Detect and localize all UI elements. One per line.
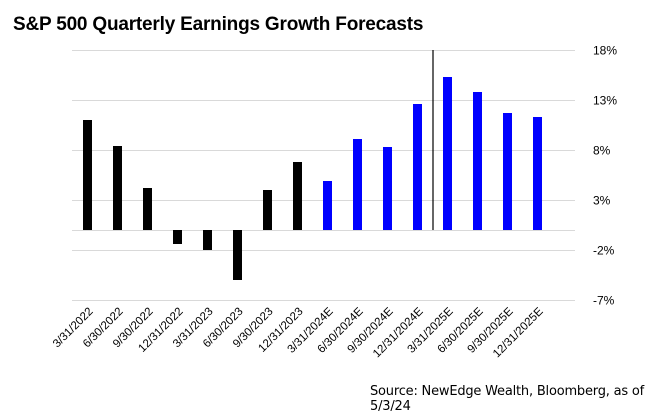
y-tick-label: -2% — [593, 244, 615, 258]
bar-9-30-2025E — [503, 113, 512, 230]
x-axis-labels: 3/31/20226/30/20229/30/202212/31/20223/3… — [51, 305, 546, 360]
y-tick-label: -7% — [593, 294, 615, 308]
bar-12-31-2023 — [293, 162, 302, 230]
bar-12-31-2024E — [413, 104, 422, 230]
y-tick-label: 18% — [593, 44, 617, 58]
bar-12-31-2025E — [533, 117, 542, 230]
bar-3-31-2022 — [83, 120, 92, 230]
bars — [83, 77, 542, 280]
bar-6-30-2023 — [233, 230, 242, 280]
bar-12-31-2022 — [173, 230, 182, 244]
bar-3-31-2025E — [443, 77, 452, 230]
chart-title: S&P 500 Quarterly Earnings Growth Foreca… — [13, 14, 424, 35]
y-tick-label: 3% — [593, 194, 611, 208]
bar-6-30-2024E — [353, 139, 362, 230]
bar-3-31-2024E — [323, 181, 332, 230]
y-axis-labels: 18% 13% 8% 3% -2% -7% — [593, 44, 617, 308]
bar-9-30-2022 — [143, 188, 152, 230]
y-tick-label: 13% — [593, 94, 617, 108]
bar-3-31-2023 — [203, 230, 212, 250]
gridlines — [72, 50, 575, 301]
y-tick-label: 8% — [593, 144, 611, 158]
bar-9-30-2023 — [263, 190, 272, 230]
source-note: Source: NewEdge Wealth, Bloomberg, as of… — [370, 384, 645, 414]
bar-9-30-2024E — [383, 147, 392, 230]
bar-6-30-2022 — [113, 146, 122, 230]
bar-6-30-2025E — [473, 92, 482, 230]
